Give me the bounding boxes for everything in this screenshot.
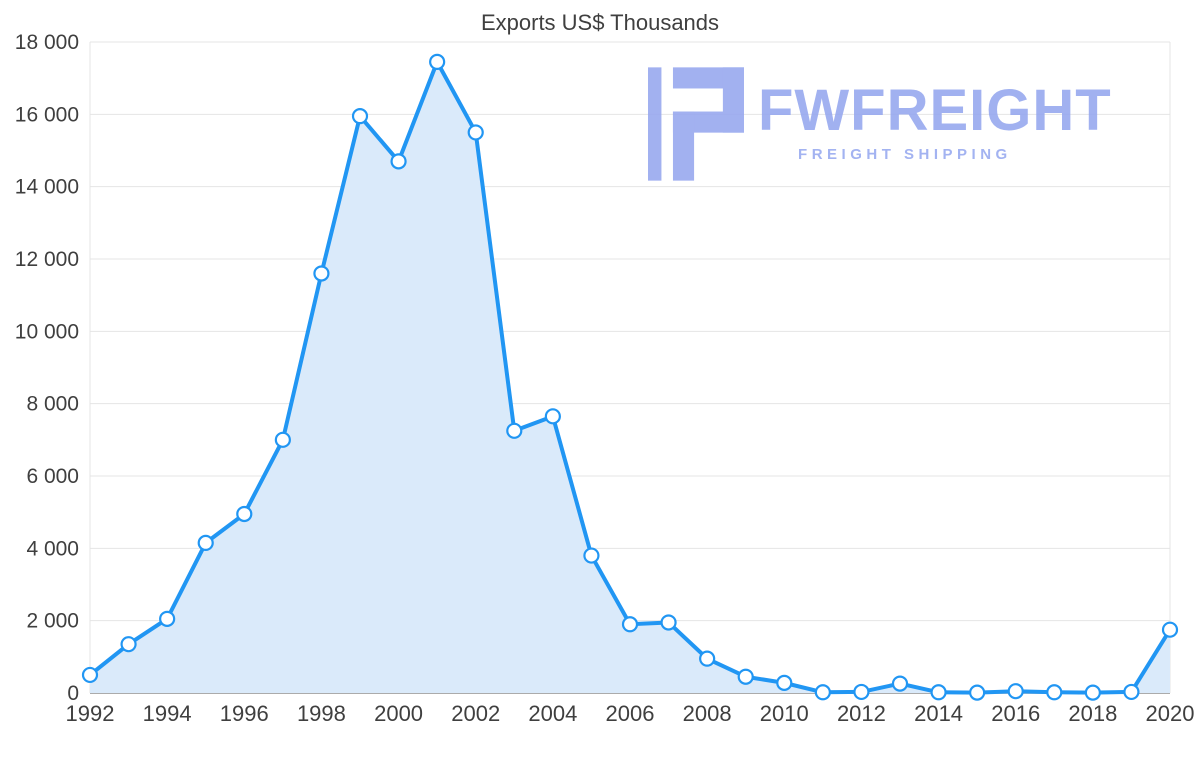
- svg-text:18 000: 18 000: [15, 31, 79, 54]
- series-area: [90, 61, 1170, 694]
- svg-text:12 000: 12 000: [15, 248, 79, 271]
- svg-text:16 000: 16 000: [15, 103, 79, 126]
- svg-text:2008: 2008: [683, 701, 732, 726]
- svg-text:2010: 2010: [760, 701, 809, 726]
- svg-text:2002: 2002: [451, 701, 500, 726]
- svg-text:6 000: 6 000: [26, 465, 79, 488]
- svg-text:1998: 1998: [297, 701, 346, 726]
- svg-text:2016: 2016: [991, 701, 1040, 726]
- svg-text:8 000: 8 000: [26, 393, 79, 416]
- svg-text:4 000: 4 000: [26, 537, 79, 560]
- svg-text:2004: 2004: [528, 701, 577, 726]
- svg-text:1992: 1992: [66, 701, 115, 726]
- svg-text:2 000: 2 000: [26, 610, 79, 633]
- x-axis-labels: 1992 1994 1996 1998 2000 2002 2004 2006 2008 2010…: [66, 701, 1195, 726]
- svg-text:1994: 1994: [143, 701, 192, 726]
- svg-text:2020: 2020: [1146, 701, 1195, 726]
- svg-text:2012: 2012: [837, 701, 886, 726]
- chart-title: Exports US$ Thousands: [480, 10, 720, 35]
- svg-text:2018: 2018: [1068, 701, 1117, 726]
- svg-text:2000: 2000: [374, 701, 423, 726]
- y-axis-labels: 0 2 000 4 000 6 000 8 000 10 000 12 000 14 000 1…: [15, 31, 79, 705]
- svg-text:2006: 2006: [606, 701, 655, 726]
- svg-text:10 000: 10 000: [15, 320, 79, 343]
- svg-text:1996: 1996: [220, 701, 269, 726]
- series-markers: [81, 53, 1179, 701]
- svg-text:2014: 2014: [914, 701, 963, 726]
- svg-text:14 000: 14 000: [15, 176, 79, 199]
- svg-text:0: 0: [67, 682, 79, 705]
